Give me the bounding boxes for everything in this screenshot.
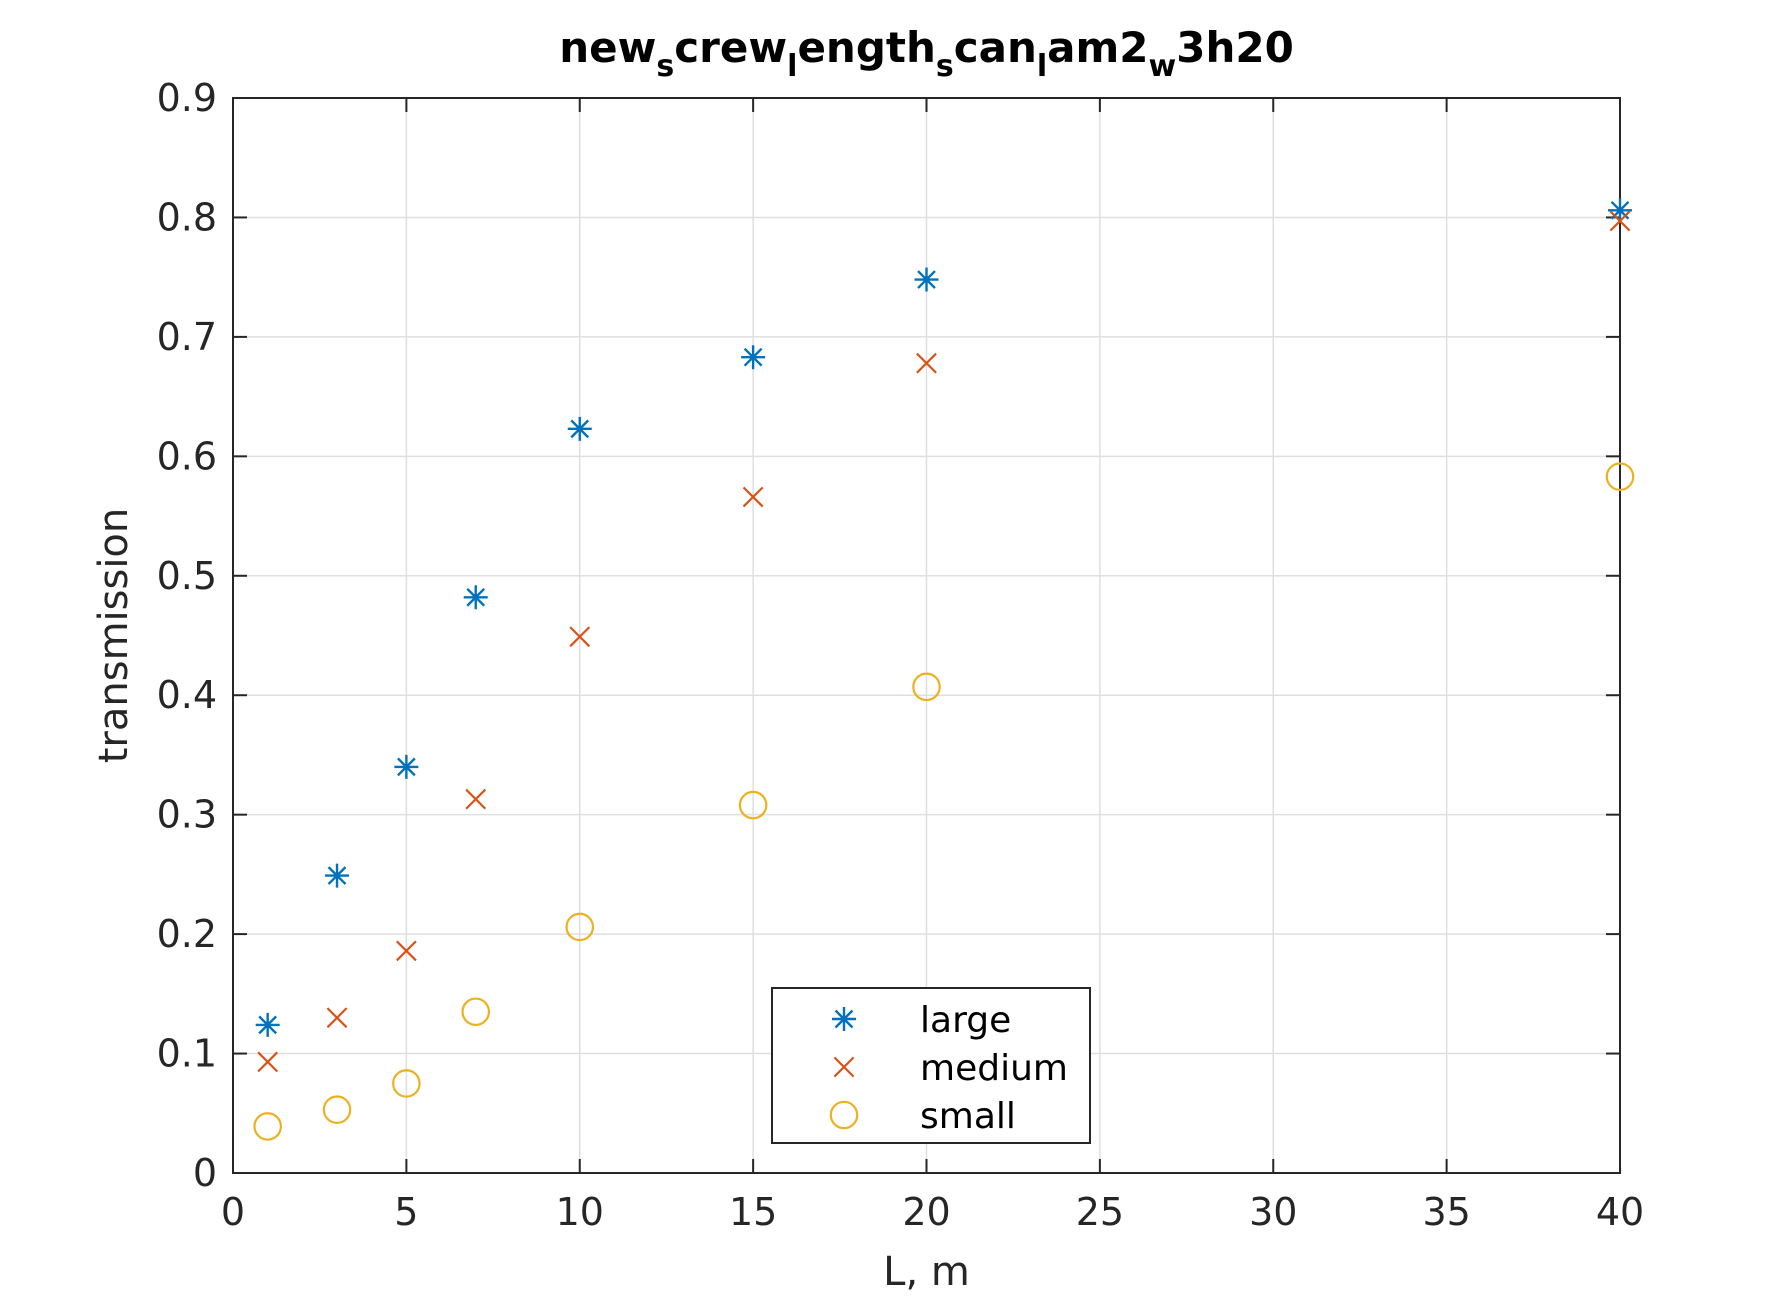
large-point bbox=[325, 863, 350, 888]
medium-point bbox=[465, 788, 487, 810]
y-tick-label: 0.4 bbox=[157, 673, 217, 717]
medium-point bbox=[1609, 210, 1631, 232]
title-subscript: s bbox=[936, 49, 954, 84]
large-point bbox=[567, 416, 592, 441]
x-axis-label: L, m bbox=[883, 1249, 970, 1295]
small-point bbox=[322, 1095, 352, 1124]
title-segment: 3h20 bbox=[1176, 23, 1294, 72]
x-tick-label: 35 bbox=[1422, 1190, 1470, 1234]
x-tick-label: 25 bbox=[1076, 1190, 1124, 1234]
large-point bbox=[255, 1012, 280, 1037]
small-point bbox=[1605, 462, 1635, 491]
title-subscript: l bbox=[787, 49, 797, 84]
medium-point bbox=[569, 626, 591, 648]
y-tick-label: 0.6 bbox=[157, 434, 217, 478]
series-small bbox=[253, 462, 1635, 1141]
small-point bbox=[392, 1069, 421, 1098]
legend-entry-small: small bbox=[829, 1096, 1016, 1137]
x-tick-labels: 0 5 10 15 20 25 30 35 40 bbox=[221, 1190, 1644, 1234]
medium-point bbox=[257, 1051, 279, 1073]
small-point bbox=[461, 997, 491, 1027]
y-axis-label: transmission bbox=[91, 508, 137, 764]
large-point bbox=[394, 754, 419, 779]
small-point bbox=[253, 1112, 282, 1141]
x-tick-label: 5 bbox=[394, 1190, 418, 1234]
y-tick-labels: 0 0.1 0.2 0.3 0.4 0.5 0.6 0.7 0.8 0.9 bbox=[157, 76, 217, 1195]
medium-point bbox=[742, 486, 764, 508]
y-tick-label: 0.2 bbox=[157, 912, 217, 956]
large-point bbox=[463, 585, 488, 610]
y-tick-label: 0.3 bbox=[157, 793, 217, 837]
y-tick-label: 0.5 bbox=[157, 554, 217, 598]
legend: large medium small bbox=[771, 987, 1091, 1144]
x-tick-label: 15 bbox=[729, 1190, 777, 1234]
title-subscript: w bbox=[1149, 49, 1177, 84]
legend-label: medium bbox=[920, 1048, 1068, 1089]
small-point bbox=[912, 672, 941, 702]
chart-title: newscrewlengthscanlam2w3h20 bbox=[559, 23, 1294, 84]
x-tick-label: 30 bbox=[1249, 1190, 1297, 1234]
small-point bbox=[738, 790, 768, 820]
y-tick-label: 0.9 bbox=[157, 76, 217, 120]
legend-label: small bbox=[920, 1096, 1016, 1137]
plot-area-frame bbox=[232, 97, 1621, 1174]
large-point bbox=[741, 345, 766, 370]
y-tick-label: 0.8 bbox=[157, 195, 217, 239]
grid-lines bbox=[232, 97, 1621, 1174]
legend-entry-medium: medium bbox=[833, 1048, 1068, 1089]
small-point bbox=[565, 912, 595, 942]
y-tick-label: 0.1 bbox=[157, 1032, 217, 1076]
large-point bbox=[914, 267, 939, 292]
title-subscript: l bbox=[1037, 49, 1047, 84]
title-segment: can bbox=[954, 23, 1037, 72]
title-segment: am2 bbox=[1047, 23, 1148, 72]
medium-point bbox=[395, 940, 417, 962]
x-tick-label: 40 bbox=[1596, 1190, 1644, 1234]
large-point bbox=[1608, 198, 1632, 223]
medium-point bbox=[326, 1007, 348, 1029]
y-tick-label: 0.7 bbox=[157, 315, 217, 359]
title-segment: crew bbox=[674, 23, 787, 72]
data-points bbox=[253, 198, 1635, 1141]
x-tick-label: 0 bbox=[221, 1190, 245, 1234]
x-tick-label: 10 bbox=[556, 1190, 604, 1234]
legend-entry-large: large bbox=[832, 1000, 1011, 1041]
title-segment: ength bbox=[797, 23, 935, 72]
y-tick-label: 0 bbox=[193, 1151, 217, 1195]
x-tick-label: 20 bbox=[902, 1190, 950, 1234]
medium-point bbox=[916, 352, 937, 374]
series-medium bbox=[257, 210, 1631, 1073]
title-segment: new bbox=[559, 23, 656, 72]
title-subscript: s bbox=[656, 49, 674, 84]
legend-box bbox=[771, 987, 1091, 1144]
series-large bbox=[255, 198, 1632, 1037]
legend-label: large bbox=[920, 1000, 1011, 1041]
